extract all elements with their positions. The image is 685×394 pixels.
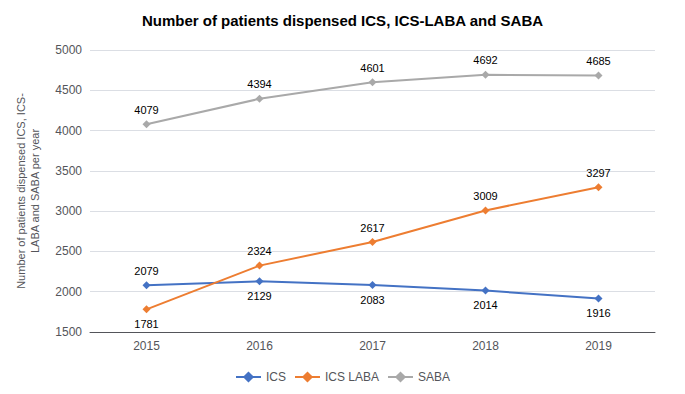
svg-text:5000: 5000 — [55, 43, 82, 57]
svg-text:1781: 1781 — [134, 318, 158, 330]
svg-text:2018: 2018 — [472, 339, 499, 353]
svg-text:Number of patients dispensed I: Number of patients dispensed ICS, ICS-LA… — [142, 12, 543, 29]
svg-text:4000: 4000 — [55, 124, 82, 138]
svg-text:2079: 2079 — [134, 265, 158, 277]
svg-text:3000: 3000 — [55, 204, 82, 218]
svg-text:4500: 4500 — [55, 83, 82, 97]
svg-text:LABA and SABA per year: LABA and SABA per year — [29, 129, 41, 253]
svg-text:2017: 2017 — [359, 339, 386, 353]
svg-text:2019: 2019 — [585, 339, 612, 353]
svg-text:2016: 2016 — [246, 339, 273, 353]
svg-text:2617: 2617 — [360, 222, 384, 234]
svg-text:2015: 2015 — [133, 339, 160, 353]
svg-text:3297: 3297 — [586, 167, 610, 179]
svg-text:Number of patients dispensed I: Number of patients dispensed ICS, ICS- — [15, 93, 27, 289]
svg-text:ICS: ICS — [266, 370, 286, 384]
svg-text:1916: 1916 — [586, 307, 610, 319]
svg-text:4394: 4394 — [247, 78, 271, 90]
svg-text:SABA: SABA — [418, 370, 450, 384]
svg-text:4601: 4601 — [360, 62, 384, 74]
svg-text:ICS LABA: ICS LABA — [325, 370, 379, 384]
svg-text:3009: 3009 — [473, 190, 497, 202]
svg-text:2500: 2500 — [55, 244, 82, 258]
svg-text:4685: 4685 — [586, 55, 610, 67]
svg-text:2000: 2000 — [55, 285, 82, 299]
svg-text:2014: 2014 — [473, 299, 497, 311]
svg-text:2324: 2324 — [247, 245, 271, 257]
svg-text:2083: 2083 — [360, 294, 384, 306]
svg-text:4692: 4692 — [473, 54, 497, 66]
svg-text:3500: 3500 — [55, 164, 82, 178]
svg-text:4079: 4079 — [134, 104, 158, 116]
svg-text:1500: 1500 — [55, 325, 82, 339]
svg-text:2129: 2129 — [247, 290, 271, 302]
